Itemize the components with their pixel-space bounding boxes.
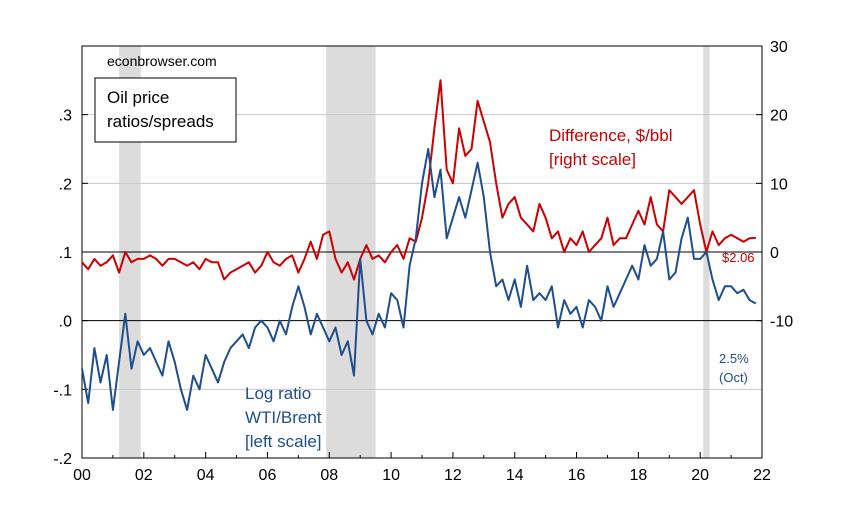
x-tick-label: 18 bbox=[629, 467, 647, 484]
x-tick-label: 02 bbox=[135, 467, 153, 484]
x-tick-label: 14 bbox=[506, 467, 524, 484]
difference-label-line2: [right scale] bbox=[549, 150, 636, 169]
x-tick-label: 16 bbox=[568, 467, 586, 484]
y-left-tick-label: .0 bbox=[59, 314, 72, 331]
x-tick-label: 00 bbox=[73, 467, 91, 484]
x-axis: 00 02 04 06 08 10 12 14 16 18 20 22 bbox=[73, 452, 771, 484]
difference-series-label: Difference, $/bbl [right scale] bbox=[549, 126, 672, 169]
y-axis-right: -10 0 10 20 30 bbox=[756, 39, 793, 331]
difference-series-line bbox=[81, 79, 756, 281]
x-tick-label: 10 bbox=[382, 467, 400, 484]
log-ratio-label-line1: Log ratio bbox=[245, 384, 311, 403]
difference-label-line1: Difference, $/bbl bbox=[549, 126, 672, 145]
y-right-tick-label: 10 bbox=[770, 176, 788, 193]
y-right-tick-label: 20 bbox=[770, 108, 788, 125]
y-left-tick-label: -.1 bbox=[53, 382, 72, 399]
x-tick-label: 12 bbox=[444, 467, 462, 484]
log-ratio-series-line bbox=[81, 148, 757, 411]
log-ratio-series-label: Log ratio WTI/Brent [left scale] bbox=[245, 384, 322, 451]
watermark: econbrowser.com bbox=[107, 53, 217, 69]
difference-end-annotation: $2.06 bbox=[722, 250, 755, 265]
y-axis-left: -.2 -.1 .0 .1 .2 .3 bbox=[53, 108, 88, 468]
series-lines bbox=[81, 79, 757, 411]
log-ratio-label-line3: [left scale] bbox=[245, 432, 322, 451]
y-left-tick-label: .1 bbox=[59, 245, 72, 262]
legend-box-line2: ratios/spreads bbox=[107, 112, 214, 131]
x-tick-label: 08 bbox=[320, 467, 338, 484]
grid-lines bbox=[82, 114, 762, 459]
y-right-tick-label: 0 bbox=[770, 245, 779, 262]
ratio-end-annotation-date: (Oct) bbox=[719, 370, 748, 385]
x-tick-label: 04 bbox=[197, 467, 215, 484]
y-right-tick-label: 30 bbox=[770, 39, 788, 56]
log-ratio-label-line2: WTI/Brent bbox=[245, 408, 322, 427]
y-left-tick-label: .3 bbox=[59, 108, 72, 125]
y-right-tick-label: -10 bbox=[770, 314, 793, 331]
legend-box: Oil price ratios/spreads bbox=[94, 77, 237, 143]
ratio-end-annotation-value: 2.5% bbox=[719, 351, 749, 366]
legend-box-line1: Oil price bbox=[107, 88, 169, 107]
x-tick-label: 06 bbox=[259, 467, 277, 484]
x-tick-label: 20 bbox=[691, 467, 709, 484]
y-left-tick-label: -.2 bbox=[53, 451, 72, 468]
y-left-tick-label: .2 bbox=[59, 176, 72, 193]
x-tick-label: 22 bbox=[753, 467, 771, 484]
